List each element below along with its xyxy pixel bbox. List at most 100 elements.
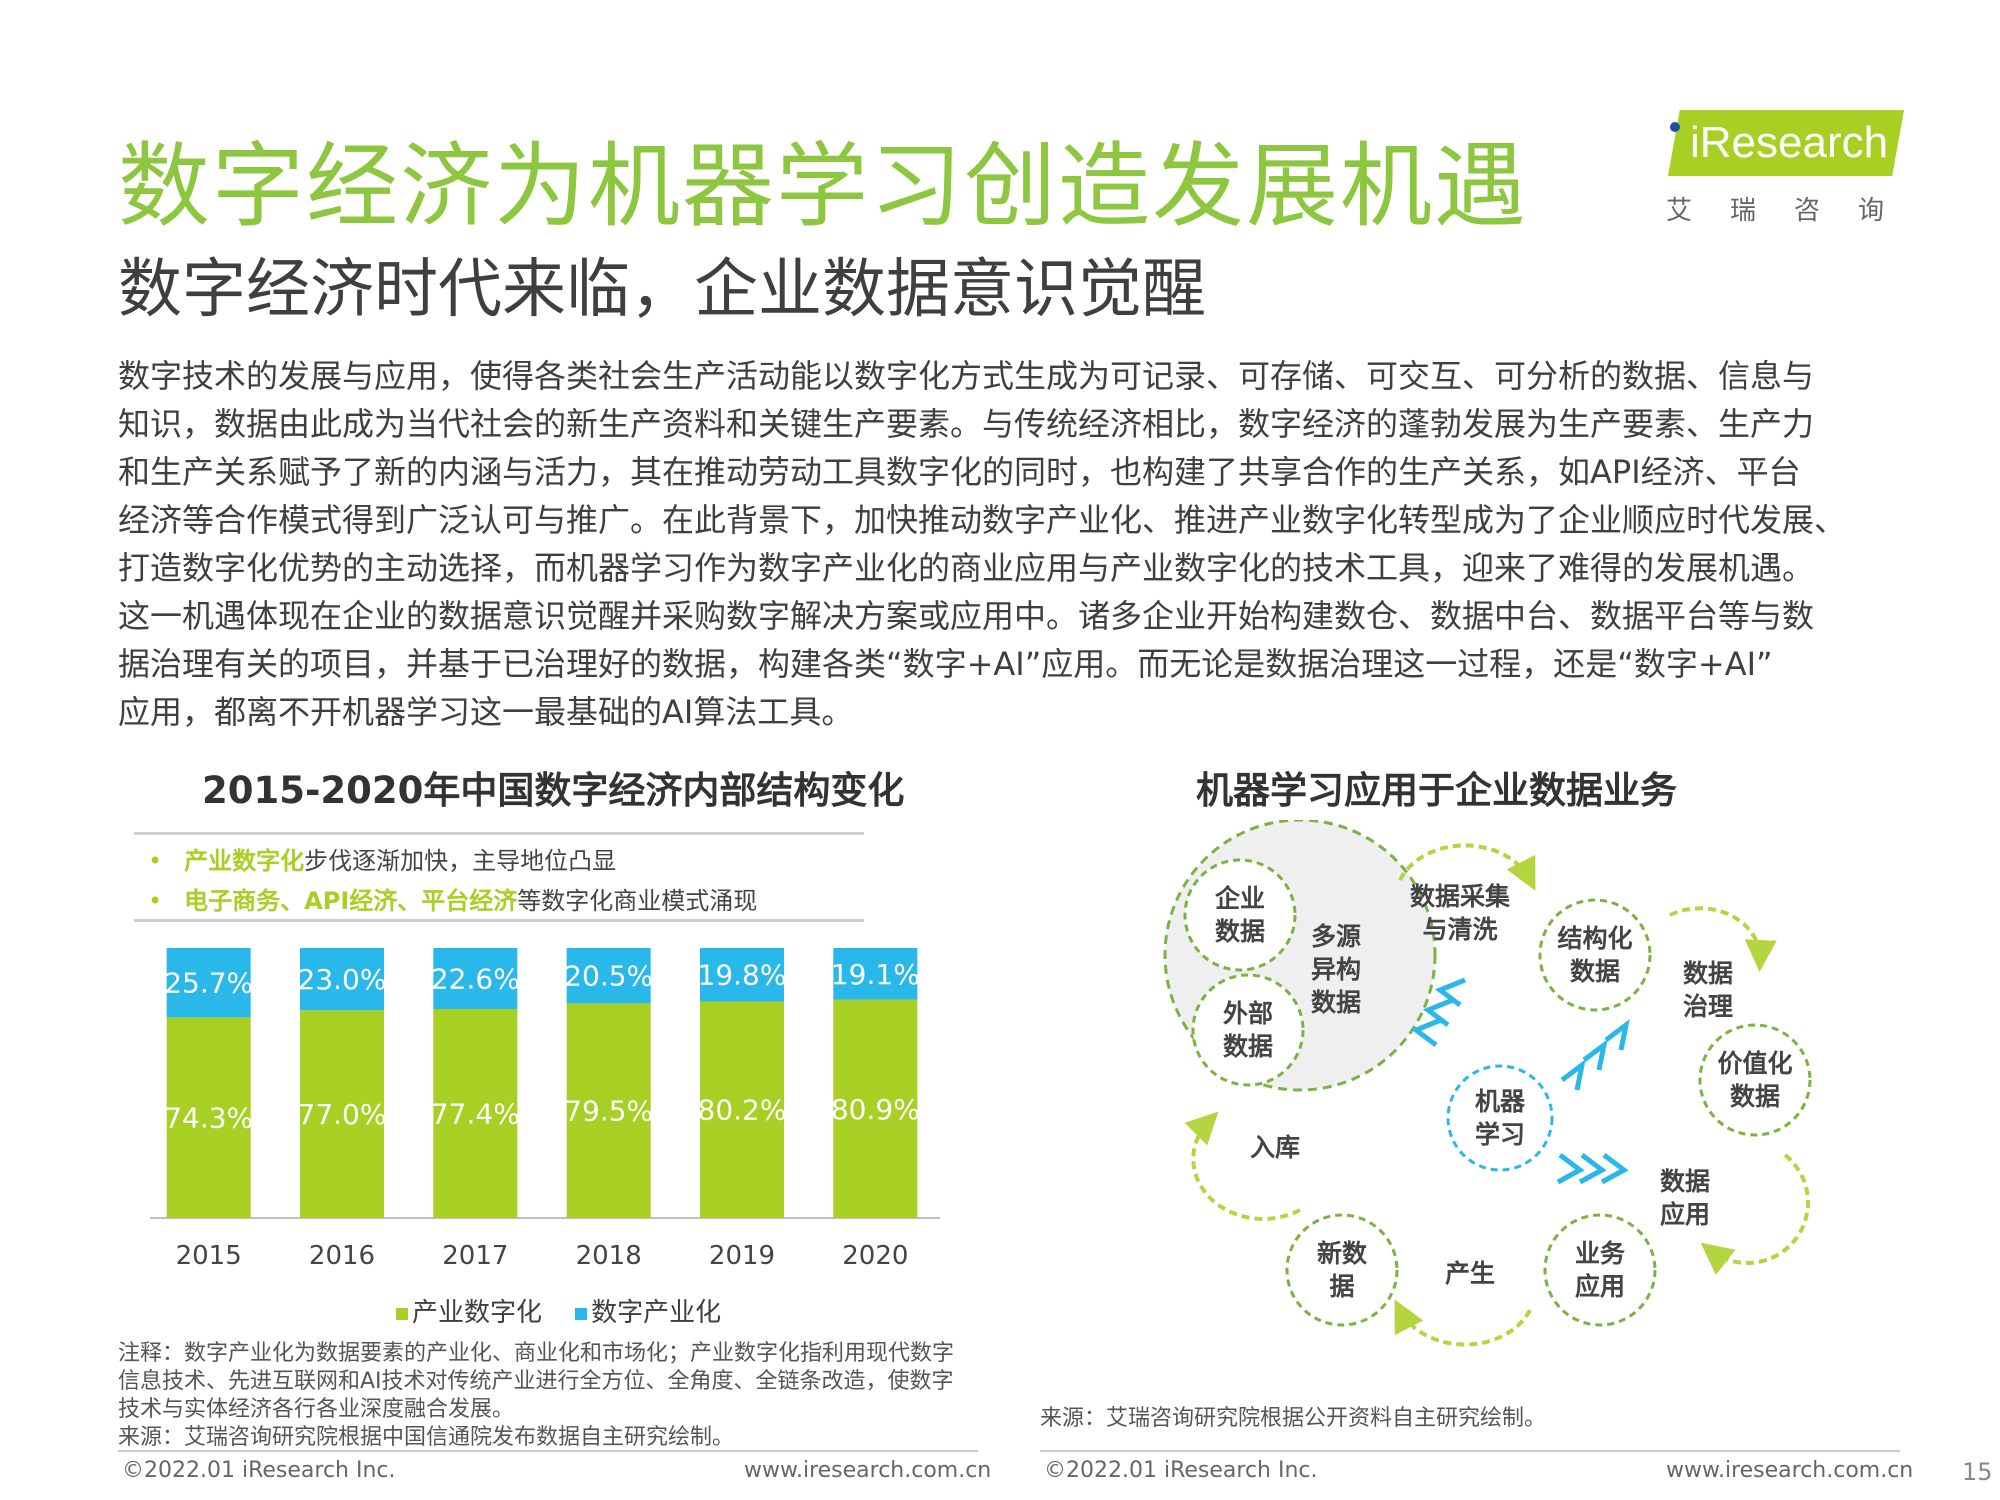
- x-tick-label: 2020: [842, 1241, 908, 1271]
- node-label: 新数: [1317, 1239, 1368, 1268]
- bar-segment-industry: [300, 1010, 384, 1218]
- body-line: 和生产关系赋予了新的内涵与活力，其在推动劳动工具数字化的同时，也构建了共享合作的…: [118, 453, 1801, 491]
- bar-segment-digital: [566, 948, 651, 1004]
- x-tick-label: 2015: [176, 1241, 242, 1271]
- bar-data-label: 80.9%: [831, 1093, 920, 1126]
- new-data-node: [1285, 1213, 1399, 1327]
- highlight-keyword: 电子商务、API经济、平台经济: [184, 887, 518, 915]
- enterprise-data-node: [1183, 858, 1297, 972]
- node-label: 应用: [1660, 1200, 1710, 1229]
- logo-cn-text: 艾瑞咨询: [1666, 196, 1923, 226]
- node-label: 数据: [1683, 959, 1733, 988]
- body-line: 知识，数据由此成为当代社会的新生产资料和关键生产要素。与传统经济相比，数字经济的…: [118, 405, 1815, 443]
- source-line: 来源：艾瑞咨询研究院根据中国信通院发布数据自主研究绘制。: [118, 1425, 735, 1450]
- node-label: 外部: [1223, 999, 1273, 1028]
- node-label: 治理: [1683, 992, 1733, 1021]
- node-label: 多源: [1311, 922, 1361, 951]
- arrow-arc: [1700, 1153, 1810, 1275]
- chart-note: 注释：数字产业化为数据要素的产业化、商业化和市场化；产业数字化指利用现代数字 信…: [118, 1340, 998, 1452]
- x-tick-label: 2016: [309, 1241, 375, 1271]
- arrow-arc: [1184, 1111, 1301, 1221]
- bar-data-label: 19.1%: [831, 958, 920, 991]
- legend-label: 数字产业化: [591, 1298, 722, 1328]
- arrow-arc: [1398, 843, 1536, 891]
- highlight-item: • 电子商务、API经济、平台经济等数字化商业模式涌现: [148, 881, 757, 916]
- body-line: 打造数字化优势的主动选择，而机器学习作为数字产业化的商业应用与产业数字化的技术工…: [118, 549, 1815, 587]
- x-tick-label: 2017: [442, 1241, 508, 1271]
- body-line: 数字技术的发展与应用，使得各类社会生产活动能以数字化方式生成为可记录、可存储、可…: [118, 357, 1815, 395]
- node-label: 价值化: [1717, 1049, 1792, 1078]
- note-line: 技术与实体经济各行各业深度融合发展。: [118, 1397, 515, 1422]
- page-title: 数字经济为机器学习创造发展机遇: [118, 133, 1529, 240]
- node-label: 数据: [1311, 988, 1361, 1017]
- highlight-text: 步伐逐渐加快，主导地位凸显: [304, 847, 617, 875]
- bar-segment-industry: [700, 1001, 784, 1218]
- legend-swatch-digital: [575, 1307, 588, 1320]
- bar-data-label: 79.5%: [564, 1095, 653, 1128]
- node-label: 学习: [1475, 1120, 1525, 1149]
- bar-segment-industry: [166, 1017, 251, 1218]
- node-label: 据: [1329, 1272, 1354, 1301]
- body-line: 经济等合作模式得到广泛认可与推广。在此背景下，加快推动数字产业化、推进产业数字化…: [118, 501, 1847, 539]
- body-paragraph: 数字技术的发展与应用，使得各类社会生产活动能以数字化方式生成为可记录、可存储、可…: [118, 352, 1918, 736]
- arrow-arc: [1394, 1299, 1532, 1347]
- bar-data-label: 22.6%: [431, 963, 520, 996]
- bar-data-label: 19.8%: [698, 959, 787, 992]
- footer-copyright: ©2022.01 iResearch Inc.: [122, 1458, 396, 1483]
- body-line: 这一机遇体现在企业的数据意识觉醒并采购数字解决方案或应用中。诸多企业开始构建数仓…: [118, 597, 1815, 635]
- body-line: 据治理有关的项目，并基于已治理好的数据，构建各类“数字+AI”应用。而无论是数据…: [118, 645, 1773, 683]
- bar-data-label: 77.4%: [431, 1098, 520, 1131]
- bar-data-label: 23.0%: [298, 963, 387, 996]
- highlight-item: • 产业数字化步伐逐渐加快，主导地位凸显: [148, 841, 616, 876]
- highlight-text: 等数字化商业模式涌现: [517, 887, 758, 915]
- iresearch-logo: iResearch 艾瑞咨询: [1660, 104, 1910, 234]
- node-label: 应用: [1575, 1272, 1625, 1301]
- legend-label: 产业数字化: [412, 1298, 543, 1328]
- node-label: 数据: [1660, 1167, 1710, 1196]
- footer-copyright: ©2022.01 iResearch Inc.: [1044, 1458, 1318, 1483]
- value-data-node: [1698, 1023, 1812, 1137]
- note-line: 注释：数字产业化为数据要素的产业化、商业化和市场化；产业数字化指利用现代数字: [118, 1341, 955, 1366]
- bullet-dot-icon: •: [148, 887, 163, 915]
- node-label: 结构化: [1557, 924, 1632, 953]
- bar-segment-digital: [166, 948, 251, 1018]
- node-label: 企业: [1215, 884, 1265, 913]
- diagram-source: 来源：艾瑞咨询研究院根据公开资料自主研究绘制。: [1040, 1406, 1547, 1431]
- highlight-keyword: 产业数字化: [184, 847, 305, 875]
- x-tick-label: 2019: [709, 1241, 775, 1271]
- footer-divider: [118, 1450, 978, 1452]
- node-label: 数据: [1570, 957, 1620, 986]
- page-number: 15: [1962, 1458, 1993, 1486]
- chart-legend: 产业数字化 数字产业化: [396, 1292, 721, 1329]
- arrow-arc: [1669, 906, 1777, 972]
- node-label: 数据: [1223, 1032, 1273, 1061]
- bar-data-label: 20.5%: [564, 960, 653, 993]
- logo-text: iResearch: [1690, 118, 1889, 167]
- bar-data-label: 74.3%: [164, 1102, 253, 1135]
- logo-dot-icon: [1670, 122, 1680, 132]
- external-data-node: [1191, 973, 1305, 1087]
- page-subtitle: 数字经济时代来临，企业数据意识觉醒: [118, 253, 1206, 327]
- diagram-title: 机器学习应用于企业数据业务: [1196, 769, 1677, 812]
- bar-segment-digital: [700, 948, 784, 1002]
- node-label: 入库: [1250, 1133, 1300, 1162]
- footer-url: www.iresearch.com.cn: [1666, 1458, 1914, 1483]
- ml-cycle-diagram: 企业 数据 外部 数据 多源 异构 数据 数据采集 与清洗 结构化 数据 数据 …: [1163, 820, 1812, 1347]
- bullet-dot-icon: •: [148, 847, 163, 875]
- body-line: 应用，都离不开机器学习这一最基础的AI算法工具。: [118, 693, 854, 731]
- bar-segment-industry: [566, 1003, 651, 1218]
- bar-segment-digital: [300, 948, 384, 1011]
- bar-data-label: 80.2%: [698, 1094, 787, 1127]
- footer-url: www.iresearch.com.cn: [744, 1458, 992, 1483]
- bar-data-label: 25.7%: [164, 967, 253, 1000]
- node-label: 数据采集: [1410, 882, 1511, 911]
- footer-divider: [1040, 1450, 1900, 1452]
- highlights-box: • 产业数字化步伐逐渐加快，主导地位凸显 • 电子商务、API经济、平台经济等数字化…: [134, 832, 864, 922]
- bar-segment-industry: [433, 1009, 518, 1218]
- node-label: 产生: [1445, 1259, 1495, 1288]
- chart-title: 2015-2020年中国数字经济内部结构变化: [202, 769, 905, 812]
- legend-swatch-industry: [396, 1307, 408, 1320]
- node-label: 异构: [1311, 955, 1361, 984]
- business-app-node: [1543, 1213, 1657, 1327]
- node-label: 机器: [1475, 1087, 1526, 1116]
